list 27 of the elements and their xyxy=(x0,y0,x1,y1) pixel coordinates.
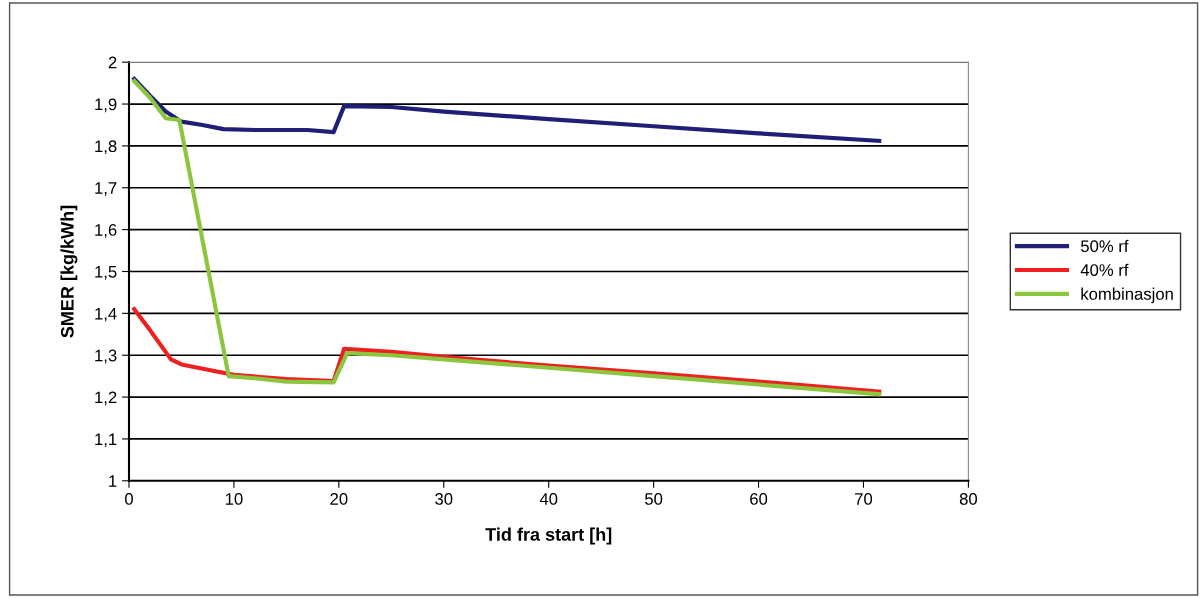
legend-label: kombinasjon xyxy=(1081,287,1173,304)
x-tick-label: 60 xyxy=(750,493,768,505)
y-tick-label: 1,6 xyxy=(95,224,117,238)
y-tick-label: 1,4 xyxy=(95,307,117,322)
y-tick-label: 1,5 xyxy=(95,266,117,280)
x-tick-label: 70 xyxy=(855,493,873,505)
x-tick-label: 80 xyxy=(959,493,978,505)
y-tick-label: 1,9 xyxy=(95,98,117,113)
y-tick-label: 2 xyxy=(108,56,117,69)
y-tick-label: 1 xyxy=(109,475,117,487)
y-tick-label: 1,3 xyxy=(95,349,117,364)
y-axis-title: SMER [kg/kWh] xyxy=(60,205,78,338)
x-axis-title: Tid fra start [h] xyxy=(485,527,612,545)
y-tick-label: 1,2 xyxy=(95,391,117,406)
legend-label: 40% rf xyxy=(1080,263,1129,276)
line-series xyxy=(132,78,882,397)
x-tick-label: 10 xyxy=(225,493,243,505)
legend-label: 50% rf xyxy=(1080,239,1129,253)
x-tick-label: 20 xyxy=(330,493,348,505)
x-tick-label: 0 xyxy=(125,493,133,505)
y-tick-label: 1,7 xyxy=(95,182,117,196)
y-tick-label: 1,1 xyxy=(95,433,117,448)
y-tick-label: 1,8 xyxy=(95,140,117,155)
line-series xyxy=(132,76,882,143)
x-tick-label: 50 xyxy=(645,493,663,505)
x-tick-label: 30 xyxy=(435,493,453,505)
x-tick-label: 40 xyxy=(539,493,558,505)
